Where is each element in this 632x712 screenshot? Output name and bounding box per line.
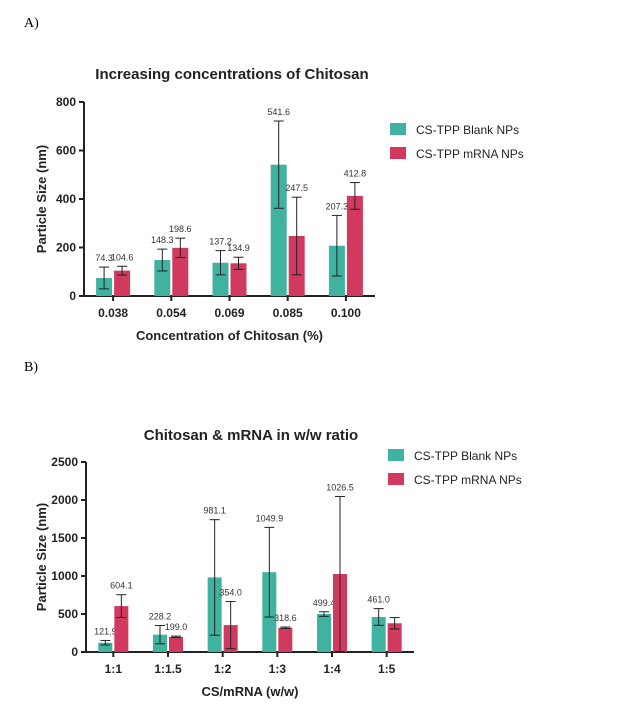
data-label: 354.0 (219, 588, 242, 598)
x-tick-label: 1:4 (323, 662, 341, 676)
data-label: 541.6 (267, 107, 290, 117)
panel-label-a: A) (24, 16, 39, 31)
bar-mrna (172, 247, 189, 296)
x-tick-label: 1:2 (214, 662, 232, 676)
bar-mrna (230, 263, 247, 296)
data-label: 604.1 (110, 581, 133, 591)
x-tick-label: 1:1.5 (154, 662, 182, 676)
data-label: 134.9 (227, 243, 250, 253)
bar-mrna (387, 623, 402, 652)
data-label: 981.1 (203, 506, 226, 516)
y-tick-label: 2000 (51, 493, 78, 507)
y-tick-label: 600 (56, 144, 76, 158)
y-tick-label: 200 (56, 241, 76, 255)
bar-blank (212, 262, 229, 296)
x-tick-label: 1:5 (378, 662, 396, 676)
chart-title: Increasing concentrations of Chitosan (95, 66, 368, 83)
legend-swatch (388, 473, 404, 485)
chart-a: Increasing concentrations of Chitosan 0 20… (34, 66, 524, 343)
panel-label-b: B) (24, 360, 38, 375)
x-tick-label: 0.038 (98, 306, 128, 320)
y-tick-label: 400 (56, 192, 76, 206)
data-label: 199.0 (165, 622, 188, 632)
x-axis-title: CS/mRNA (w/w) (201, 684, 298, 699)
x-tick-label: 0.054 (156, 306, 186, 320)
bar-mrna (114, 270, 131, 296)
data-label: 499.4 (313, 598, 336, 608)
data-label: 1049.9 (256, 513, 284, 523)
legend-label: CS-TPP mRNA NPs (416, 147, 524, 161)
y-tick-label: 500 (58, 607, 78, 621)
x-tick-label: 0.100 (331, 306, 361, 320)
y-axis-title: Particle Size (nm) (34, 503, 49, 611)
x-tick-label: 0.085 (273, 306, 303, 320)
legend-label: CS-TPP Blank NPs (416, 123, 519, 137)
y-tick-label: 1000 (51, 569, 78, 583)
chart-title: Chitosan & mRNA in w/w ratio (144, 427, 358, 444)
bar-mrna (346, 195, 363, 296)
x-tick-label: 1:3 (269, 662, 287, 676)
data-label: 121.9 (94, 626, 117, 636)
y-tick-label: 0 (69, 289, 76, 303)
legend-swatch (390, 147, 406, 159)
data-label: 1026.5 (326, 482, 354, 492)
data-label: 412.8 (344, 169, 367, 179)
bar-blank (317, 614, 331, 652)
legend-swatch (388, 449, 404, 461)
bar-mrna (169, 636, 183, 652)
bar-blank (154, 260, 171, 296)
data-label: 148.3 (151, 235, 174, 245)
y-tick-label: 2500 (51, 455, 78, 469)
y-tick-label: 800 (56, 95, 76, 109)
data-label: 461.0 (367, 595, 390, 605)
data-label: 137.2 (209, 237, 232, 247)
x-tick-label: 0.069 (214, 306, 244, 320)
data-label: 247.5 (285, 183, 308, 193)
legend-label: CS-TPP mRNA NPs (414, 473, 522, 487)
x-tick-label: 1:1 (105, 662, 123, 676)
bar-mrna (278, 627, 293, 652)
data-label: 207.3 (326, 201, 349, 211)
bar-blank (98, 642, 113, 652)
chart-b: Chitosan & mRNA in w/w ratio 0 500 1000 1500… (34, 427, 522, 699)
legend-label: CS-TPP Blank NPs (414, 449, 517, 463)
data-label: 198.6 (169, 224, 192, 234)
data-label: 228.2 (149, 612, 172, 622)
data-label: 74.3 (95, 253, 113, 263)
data-label: 318.6 (274, 613, 297, 623)
data-label: 104.6 (111, 252, 134, 262)
x-axis-title: Concentration of Chitosan (%) (136, 328, 323, 343)
bar-blank (270, 164, 287, 296)
y-tick-label: 0 (71, 645, 78, 659)
y-axis-title: Particle Size (nm) (34, 145, 49, 253)
y-tick-label: 1500 (51, 531, 78, 545)
legend-swatch (390, 123, 406, 135)
